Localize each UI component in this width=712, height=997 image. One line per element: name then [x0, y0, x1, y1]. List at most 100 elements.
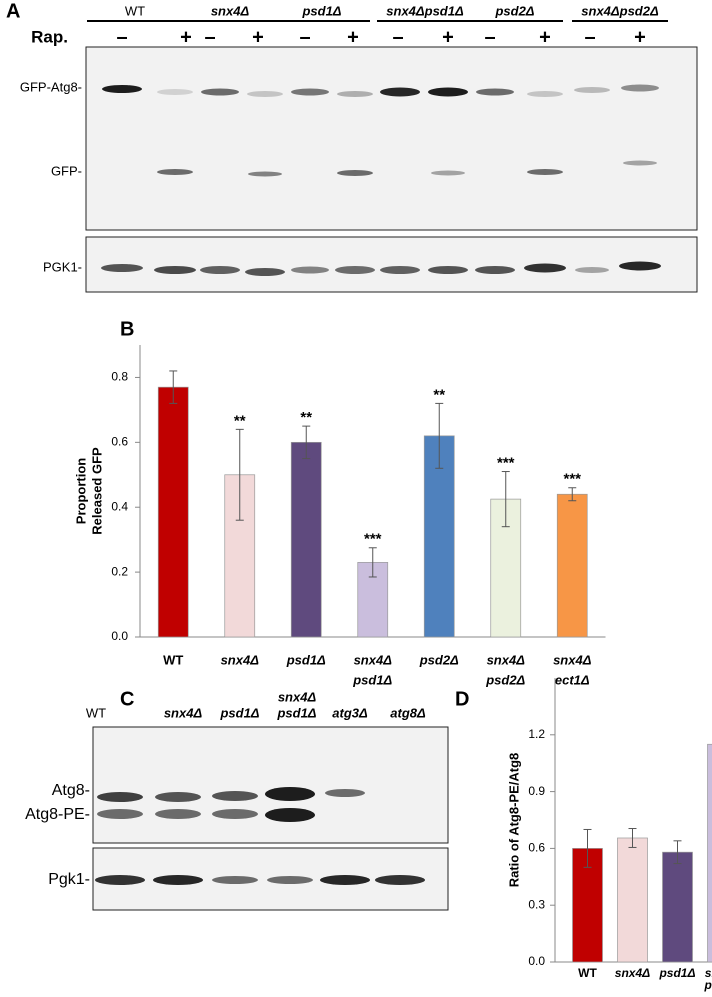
band: [320, 875, 370, 885]
rap-sign: –: [484, 26, 495, 48]
y-tick-label: 0.0: [111, 629, 128, 643]
rap-label: Rap.: [31, 27, 68, 46]
y-tick-label: 0.0: [528, 954, 545, 968]
rap-sign: –: [392, 26, 403, 48]
band: [380, 88, 420, 97]
band: [291, 89, 329, 96]
bar: [663, 852, 693, 962]
panel-letter: A: [6, 0, 20, 22]
lane-label: WT: [86, 705, 106, 720]
y-tick-label: 0.3: [528, 897, 545, 911]
band: [201, 89, 239, 96]
x-tick-label: WT: [163, 652, 183, 667]
lane-label: atg3Δ: [332, 705, 368, 720]
band-label: PGK1-: [43, 259, 82, 274]
band: [291, 267, 329, 274]
band: [247, 91, 283, 97]
x-tick-label: psd2Δ: [419, 652, 459, 667]
band: [248, 172, 282, 177]
x-tick-label: psd1Δ: [703, 978, 712, 992]
lane-label: psd1Δ: [219, 705, 259, 720]
significance: ***: [563, 471, 581, 488]
x-tick-label: psd1Δ: [286, 652, 326, 667]
y-tick-label: 1.2: [528, 727, 545, 741]
rap-sign: +: [442, 26, 454, 48]
blot: [86, 237, 697, 292]
bar: [708, 744, 712, 962]
band: [524, 264, 566, 273]
band: [428, 266, 468, 274]
bar: [618, 838, 648, 962]
y-tick-label: 0.8: [111, 370, 128, 384]
x-tick-label: snx4Δ: [487, 652, 526, 667]
y-tick-label: 0.4: [111, 499, 128, 513]
band: [157, 89, 193, 95]
band: [155, 809, 201, 819]
y-axis-label: Proportion: [73, 458, 88, 524]
band: [265, 787, 315, 801]
band: [428, 88, 468, 97]
y-tick-label: 0.9: [528, 784, 545, 798]
band: [575, 267, 609, 273]
band: [574, 87, 610, 93]
group-label: snx4Δpsd1Δ: [386, 3, 464, 18]
band: [154, 266, 196, 274]
band: [527, 91, 563, 97]
significance: ***: [497, 455, 515, 472]
group-label: WT: [125, 3, 145, 18]
x-tick-label: psd1Δ: [658, 966, 695, 980]
group-label: snx4Δpsd2Δ: [581, 3, 659, 18]
lane-label: atg8Δ: [390, 705, 426, 720]
blot: [93, 727, 448, 843]
rap-sign: +: [634, 26, 646, 48]
band: [337, 170, 373, 176]
band: [265, 808, 315, 822]
lane-label: snx4Δ: [278, 689, 317, 704]
bar: [291, 442, 321, 637]
band: [337, 91, 373, 97]
blot: [86, 47, 697, 230]
band: [95, 875, 145, 885]
significance: ***: [364, 531, 382, 548]
rap-sign: –: [116, 26, 127, 48]
band: [375, 875, 425, 885]
x-tick-label: WT: [578, 966, 597, 980]
band-label: Atg8-: [52, 782, 90, 799]
group-label: snx4Δ: [211, 3, 250, 18]
band: [153, 875, 203, 885]
significance: **: [234, 412, 246, 429]
band: [97, 792, 143, 802]
band: [475, 266, 515, 274]
band: [476, 89, 514, 96]
rap-sign: –: [299, 26, 310, 48]
band: [527, 169, 563, 175]
y-tick-label: 0.6: [528, 841, 545, 855]
band: [335, 266, 375, 274]
y-tick-label: 0.6: [111, 435, 128, 449]
group-label: psd2Δ: [494, 3, 534, 18]
y-tick-label: 0.2: [111, 564, 128, 578]
band: [102, 85, 142, 93]
x-tick-label: snx4Δ: [553, 652, 592, 667]
panel-letter: C: [120, 688, 134, 710]
band: [200, 266, 240, 274]
band: [621, 85, 659, 92]
lane-label: psd1Δ: [276, 705, 316, 720]
band: [623, 161, 657, 166]
band-label: Atg8-PE-: [25, 806, 90, 823]
rap-sign: +: [180, 26, 192, 48]
x-tick-label: snx4Δ: [354, 652, 393, 667]
x-tick-label: snx4Δ: [221, 652, 260, 667]
lane-label: snx4Δ: [164, 705, 203, 720]
rap-sign: +: [539, 26, 551, 48]
bar: [158, 387, 188, 637]
band: [245, 268, 285, 276]
rap-sign: –: [204, 26, 215, 48]
group-label: psd1Δ: [301, 3, 341, 18]
panel-letter: D: [455, 688, 469, 710]
band: [267, 876, 313, 884]
x-tick-label: snx4Δ: [615, 966, 650, 980]
x-tick-label: psd1Δ: [352, 672, 392, 687]
x-tick-label: ect1Δ: [555, 672, 590, 687]
panel-letter: B: [120, 318, 134, 340]
